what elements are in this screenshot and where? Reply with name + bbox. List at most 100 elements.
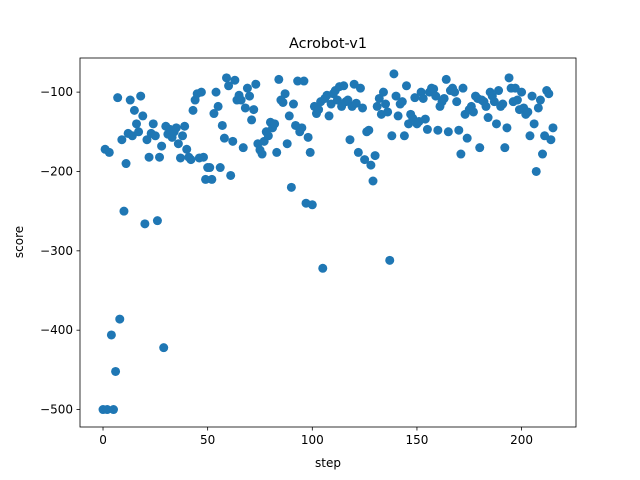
data-point: [111, 366, 121, 376]
data-point: [368, 176, 378, 186]
data-point: [389, 69, 399, 79]
data-point: [299, 76, 309, 86]
data-point: [213, 101, 223, 111]
data-point: [527, 91, 537, 101]
data-point: [546, 135, 556, 145]
data-point: [278, 97, 288, 107]
x-axis-label: step: [315, 456, 341, 470]
data-point: [104, 147, 114, 157]
data-point: [489, 97, 499, 107]
data-point: [138, 111, 148, 121]
data-point: [222, 73, 231, 83]
y-axis-ticks: −500 −400 −300 −200 −100: [40, 85, 80, 417]
data-point: [207, 174, 217, 184]
data-point: [180, 121, 190, 131]
y-tick-label: −100: [40, 85, 73, 99]
data-point: [324, 111, 334, 121]
data-point: [270, 119, 280, 129]
data-point: [533, 103, 543, 113]
data-point: [249, 105, 259, 115]
x-tick-label: 150: [405, 433, 428, 447]
data-point: [178, 131, 188, 141]
data-point: [399, 131, 409, 141]
data-point: [288, 99, 298, 109]
data-point: [215, 163, 225, 173]
data-point: [188, 105, 198, 115]
data-point: [517, 87, 527, 97]
data-point: [456, 149, 466, 159]
data-point: [431, 91, 441, 101]
data-point: [372, 101, 382, 111]
data-point: [378, 87, 388, 97]
data-point: [366, 160, 376, 170]
data-point: [441, 74, 451, 84]
data-point: [387, 131, 397, 141]
data-point: [381, 99, 391, 109]
data-point: [196, 87, 206, 97]
data-point: [228, 136, 238, 146]
data-point: [544, 89, 554, 99]
data-point: [251, 79, 261, 89]
data-point: [364, 125, 374, 135]
chart-title: Acrobot-v1: [289, 36, 367, 52]
data-point: [121, 159, 131, 169]
data-point: [475, 143, 485, 153]
data-point: [531, 166, 541, 176]
data-point: [481, 101, 491, 111]
data-point: [525, 131, 535, 141]
data-point: [297, 123, 307, 133]
y-tick-label: −400: [40, 323, 73, 337]
data-point: [293, 76, 303, 86]
data-point: [512, 95, 522, 105]
data-point: [115, 314, 125, 324]
data-points: [98, 69, 558, 415]
data-point: [134, 127, 144, 137]
data-point: [500, 143, 510, 153]
data-point: [257, 149, 267, 159]
data-point: [401, 81, 411, 91]
data-point: [272, 147, 282, 157]
x-tick-label: 50: [200, 433, 215, 447]
data-point: [339, 81, 349, 91]
data-point: [106, 330, 116, 340]
data-point: [353, 147, 363, 157]
data-point: [498, 99, 508, 109]
data-point: [345, 135, 355, 145]
data-point: [157, 141, 167, 151]
data-point: [523, 107, 533, 117]
data-point: [108, 405, 118, 415]
y-tick-label: −500: [40, 403, 73, 417]
data-point: [144, 152, 154, 162]
data-point: [351, 98, 361, 108]
data-point: [420, 114, 430, 124]
data-point: [117, 135, 127, 145]
data-point: [529, 119, 539, 129]
data-point: [458, 83, 468, 93]
data-point: [274, 74, 284, 84]
data-point: [355, 83, 365, 93]
data-point: [462, 133, 472, 143]
data-point: [173, 139, 183, 149]
data-point: [247, 115, 257, 125]
data-point: [242, 83, 252, 93]
data-point: [535, 95, 545, 105]
data-point: [502, 123, 512, 133]
data-point: [332, 95, 342, 105]
data-point: [129, 105, 139, 115]
data-point: [491, 119, 501, 129]
data-point: [132, 119, 142, 129]
data-point: [211, 87, 221, 97]
data-point: [483, 113, 493, 123]
data-point: [155, 152, 165, 162]
data-point: [286, 182, 296, 192]
data-point: [418, 93, 428, 103]
data-point: [263, 131, 273, 141]
data-point: [305, 147, 315, 157]
data-point: [314, 105, 324, 115]
data-point: [240, 103, 250, 113]
data-point: [230, 75, 240, 85]
data-point: [102, 405, 112, 415]
data-point: [182, 144, 192, 154]
y-tick-label: −200: [40, 164, 73, 178]
data-point: [201, 174, 211, 184]
